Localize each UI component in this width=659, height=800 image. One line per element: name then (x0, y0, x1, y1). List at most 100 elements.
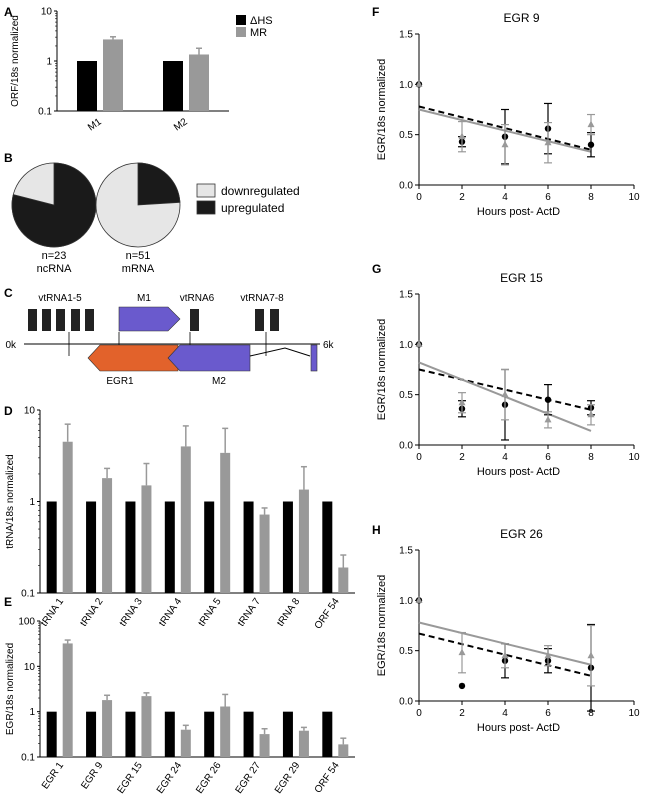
bar-mr (259, 734, 270, 757)
y-tick-label: 1 (46, 57, 52, 68)
x-axis-label: Hours post- ActD (477, 466, 560, 478)
x-tick-label: 4 (502, 192, 508, 203)
y-tick-label: 10 (24, 662, 36, 673)
x-tick-label: 4 (502, 708, 508, 719)
x-tick-label: 4 (502, 452, 508, 463)
y-axis-label: EGR/18s normalized (376, 575, 388, 677)
x-tick-label: 0 (416, 452, 422, 463)
pie-slice-upregulated (137, 162, 181, 206)
bar-mr (141, 696, 152, 757)
data-point-grey (501, 651, 509, 659)
vtrna-block (85, 309, 94, 331)
y-axis-label: EGR/18s normalized (376, 59, 388, 161)
x-tick-label: EGR 1 (40, 760, 66, 791)
data-point-black (458, 682, 466, 690)
data-point-grey (544, 415, 552, 423)
x-tick-label: ORF 54 (313, 760, 342, 795)
y-axis-label: EGR/18s normalized (376, 319, 388, 421)
data-point-black (587, 141, 595, 148)
x-tick-label: 8 (588, 192, 594, 203)
data-point-grey (587, 120, 595, 128)
data-point-grey (415, 596, 423, 603)
data-point-grey (587, 651, 595, 659)
y-tick-label: 1.5 (399, 30, 413, 41)
bar-dhs (322, 501, 333, 593)
bar-mr (141, 485, 152, 593)
y-tick-label: 100 (18, 617, 35, 628)
pie-name-label: ncRNA (37, 263, 73, 275)
data-point-grey (458, 132, 466, 140)
bar-dhs (86, 711, 97, 757)
x-tick-label: M2 (172, 116, 190, 133)
panel-label-b: B (4, 151, 13, 165)
y-tick-label: 1 (29, 497, 35, 508)
bar-mr (189, 54, 209, 111)
bar-mr (298, 730, 309, 757)
y-tick-label: 1.0 (399, 80, 413, 91)
data-point-grey (544, 651, 552, 659)
y-tick-label: 0.1 (38, 107, 52, 118)
data-point-grey (587, 410, 595, 418)
m2-exon-block (310, 344, 318, 372)
x-tick-label: EGR 27 (234, 760, 264, 796)
bar-dhs (125, 711, 136, 757)
x-axis-label: Hours post- ActD (477, 206, 560, 218)
bar-dhs (46, 711, 57, 757)
bar-dhs (282, 711, 293, 757)
x-tick-label: 6 (545, 452, 551, 463)
x-tick-label: 2 (459, 708, 465, 719)
x-tick-label: 6 (545, 708, 551, 719)
x-tick-label: 0 (416, 192, 422, 203)
panel-label-e: E (4, 595, 12, 609)
y-axis-label: ORF/18s normalized (10, 15, 21, 107)
data-point-grey (415, 340, 423, 347)
bar-mr (180, 446, 191, 593)
y-tick-label: 1.0 (399, 596, 413, 607)
y-tick-label: 0.1 (21, 589, 35, 600)
genome-start-label: 0k (5, 340, 17, 351)
vtrna-block (42, 309, 51, 331)
bar-mr (103, 39, 123, 112)
legend-label: MR (250, 27, 267, 39)
genome-end-label: 6k (323, 340, 335, 351)
data-point-grey (544, 138, 552, 146)
x-tick-label: tRNA 5 (196, 596, 223, 629)
bar-dhs (163, 61, 183, 111)
data-point-grey (501, 390, 509, 398)
panel-g-scatter-chart: EGR 15 0.0 0.5 1.0 1.5 0 2 4 6 8 10 Hours post- Act… (376, 271, 640, 478)
pie-name-label: mRNA (122, 263, 155, 275)
x-tick-label: EGR 24 (155, 760, 185, 796)
bar-mr (62, 643, 73, 757)
bar-dhs (164, 501, 175, 593)
bar-dhs (164, 711, 175, 757)
y-tick-label: 0.5 (399, 646, 413, 657)
data-point-grey (501, 140, 509, 148)
bar-mr (102, 478, 113, 593)
y-axis-label: tRNA/18s normalized (5, 454, 16, 548)
bar-dhs (243, 501, 254, 593)
bar-dhs (46, 501, 57, 593)
bar-dhs (204, 501, 215, 593)
m1-block (118, 306, 181, 332)
panel-h-scatter-chart: EGR 26 0.0 0.5 1.0 1.5 0 2 4 6 8 10 Hours post- Act… (376, 527, 640, 734)
genome-label: M1 (137, 293, 151, 304)
legend-label: downregulated (221, 184, 300, 198)
bar-dhs (322, 711, 333, 757)
bar-mr (298, 489, 309, 593)
data-point-grey (458, 648, 466, 656)
intron-line (249, 347, 311, 357)
legend-swatch (196, 200, 216, 215)
bar-dhs (86, 501, 97, 593)
x-tick-label: tRNA 3 (118, 596, 145, 629)
panel-d-bar-chart: 0.1 1 10 tRNA/18s normalized tRNA 1 tRNA 2 tRN… (5, 406, 355, 631)
chart-title: EGR 26 (500, 527, 543, 541)
bar-dhs (282, 501, 293, 593)
bar-mr (220, 452, 231, 593)
bar-mr (62, 441, 73, 593)
x-tick-label: tRNA 8 (275, 596, 302, 629)
vtrna-block (28, 309, 37, 331)
y-tick-label: 1.5 (399, 290, 413, 301)
x-tick-label: tRNA 7 (236, 596, 263, 629)
